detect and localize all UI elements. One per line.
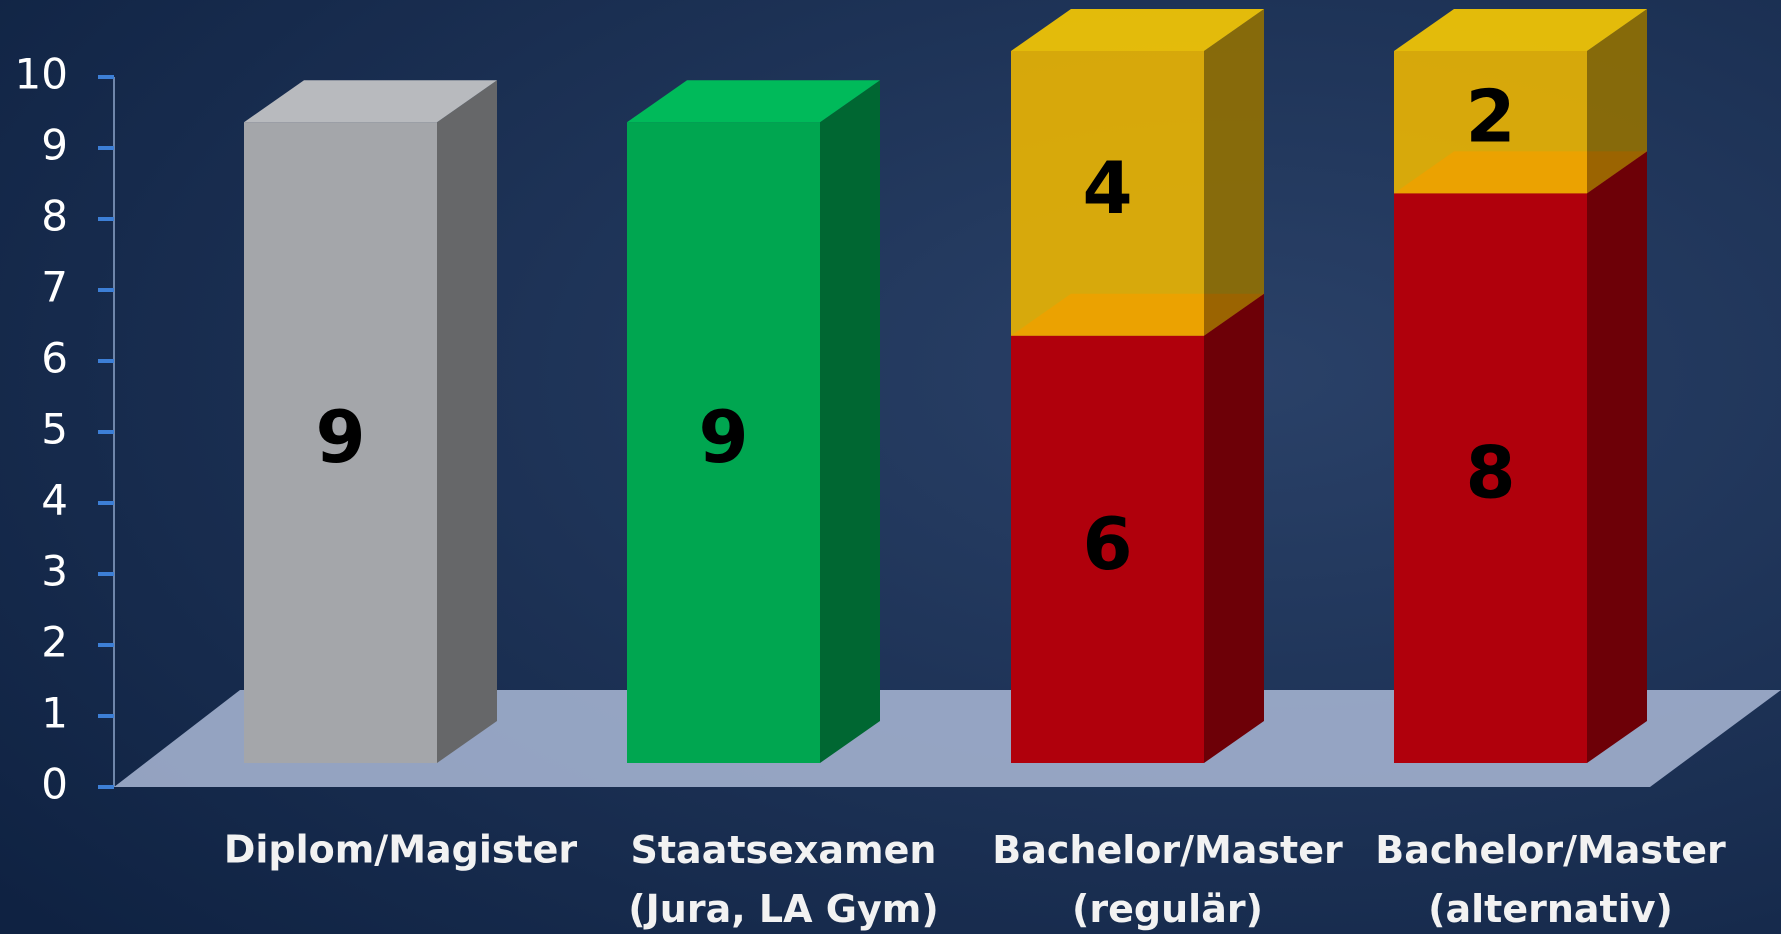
bar-side	[1204, 293, 1264, 763]
bar-top	[244, 80, 497, 123]
bar	[244, 122, 437, 763]
y-tick-label: 4	[41, 476, 68, 525]
bar	[627, 122, 820, 763]
bar	[1394, 193, 1587, 763]
data-label: 9	[698, 395, 748, 479]
bar-side	[437, 80, 497, 763]
y-tick-label: 0	[41, 760, 68, 809]
bar-top	[1394, 9, 1647, 51]
data-label: 8	[1465, 431, 1515, 515]
data-label: 4	[1082, 146, 1132, 230]
bar-top	[1011, 9, 1264, 51]
y-tick-label: 5	[41, 405, 68, 454]
x-tick-label: Diplom/Magister	[224, 828, 578, 872]
bar-top	[627, 80, 880, 123]
x-tick-label: Bachelor/Master (alternativ)	[1375, 828, 1726, 931]
y-tick-label: 9	[41, 121, 68, 170]
bar	[1394, 51, 1587, 194]
x-tick-label: Bachelor/Master (regulär)	[992, 828, 1343, 931]
bar	[1011, 335, 1204, 763]
bar-side	[820, 80, 880, 763]
y-tick-label: 8	[41, 192, 68, 241]
floor	[114, 690, 1781, 787]
y-tick-label: 2	[41, 618, 68, 667]
bar-side	[1204, 9, 1264, 336]
data-label: 2	[1465, 75, 1515, 159]
bar-side	[1587, 9, 1647, 194]
y-tick-label: 10	[15, 50, 68, 99]
data-label: 6	[1082, 502, 1132, 586]
bar	[1011, 51, 1204, 336]
x-tick-label: Staatsexamen (Jura, LA Gym)	[628, 828, 938, 931]
bar-side	[1587, 151, 1647, 763]
y-tick-label: 7	[41, 263, 68, 312]
y-tick-label: 3	[41, 547, 68, 596]
y-tick-label: 1	[41, 689, 68, 738]
data-label: 9	[315, 395, 365, 479]
y-tick-label: 6	[41, 334, 68, 383]
